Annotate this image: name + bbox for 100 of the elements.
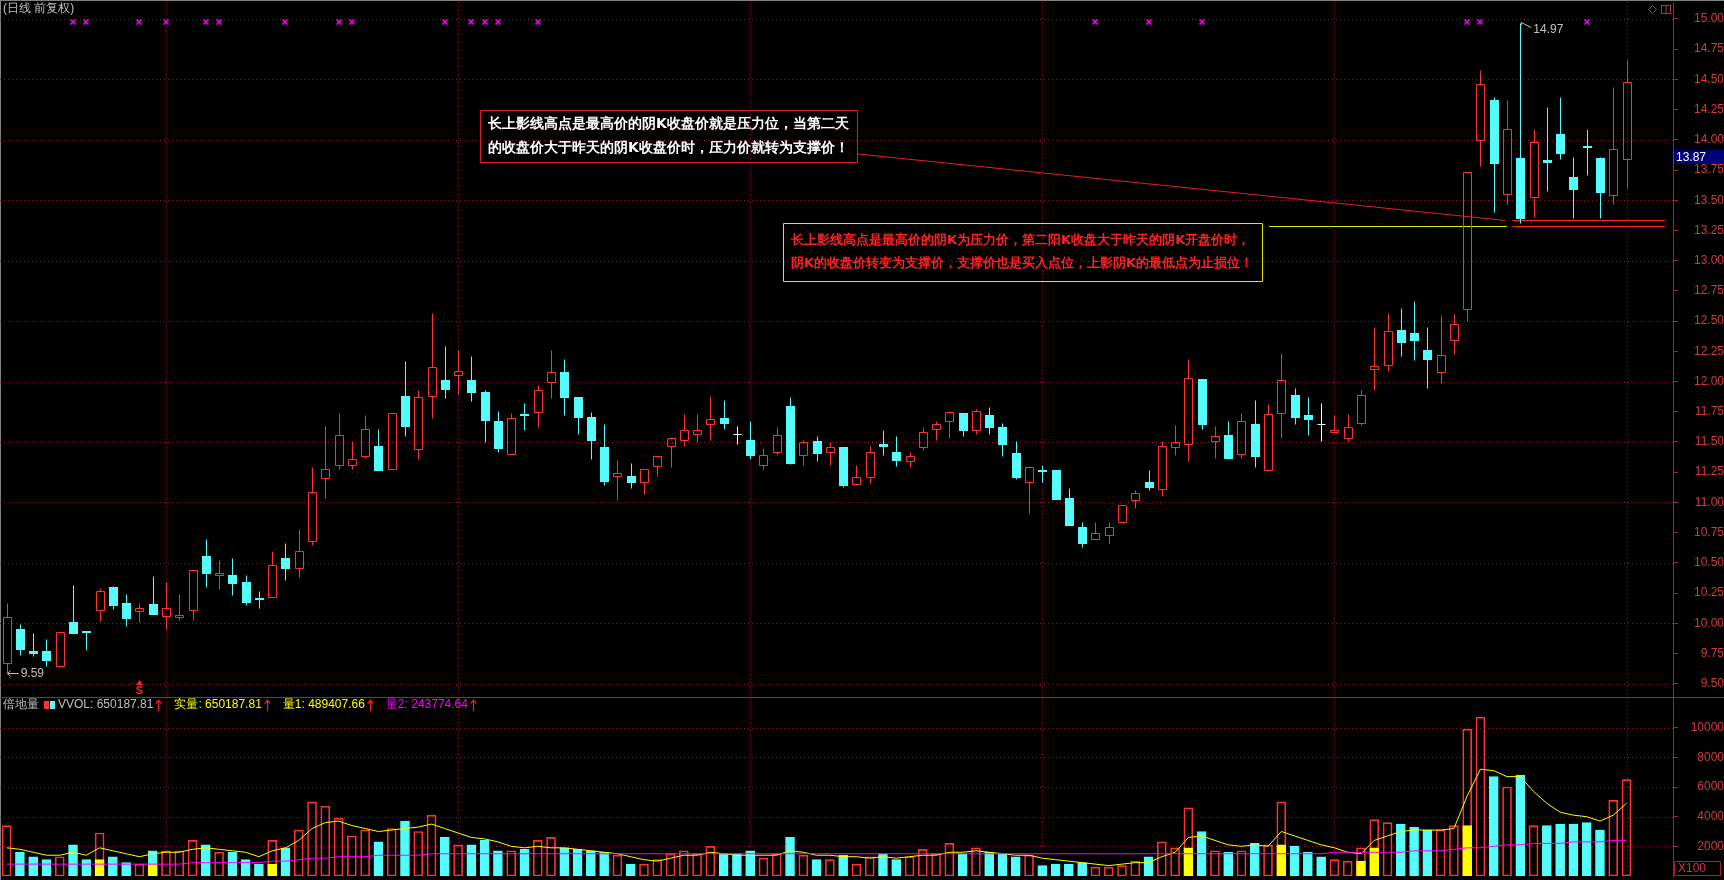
- y-tick-label: 9.50: [1700, 676, 1724, 691]
- candlestick: [1410, 301, 1419, 361]
- candlestick: [1384, 313, 1393, 372]
- y-tick-label: 12.25: [1693, 343, 1724, 358]
- y-tick-label: 14.50: [1693, 71, 1724, 86]
- y-tick-label: 11.75: [1694, 404, 1724, 419]
- y-tick-label: 11.50: [1694, 434, 1724, 449]
- candlestick: [746, 421, 755, 460]
- candlestick: [1476, 70, 1485, 167]
- bar: [1581, 822, 1592, 876]
- bar: [559, 847, 570, 876]
- candlestick: [1171, 425, 1180, 456]
- candlestick: [494, 411, 503, 453]
- y-tick-label: 12.50: [1693, 313, 1724, 328]
- candlestick: [1145, 470, 1154, 491]
- y-tick-label: 10.00: [1693, 615, 1724, 630]
- candlestick: [1623, 60, 1632, 189]
- candlestick: [653, 456, 662, 477]
- y-axis-title: X100: [1678, 861, 1707, 876]
- y-tick-label: 6000: [1697, 779, 1724, 794]
- y-tick-label: 14.00: [1693, 132, 1724, 147]
- candlestick: [1397, 308, 1406, 357]
- bar: [1595, 829, 1605, 876]
- annotation: 长上影线高点是最高价的阴K为压力价，第二阳K收盘大于昨天的阴K开盘价时，阴K的收盘价转变为支撑价，支撑价也是买入点位，上影阴K的最低点为止损位！: [790, 231, 1254, 270]
- chart-title: 倍地量: [3, 697, 39, 712]
- y-tick-label: 4000: [1697, 808, 1724, 823]
- candlestick: [401, 361, 410, 437]
- candlestick: [839, 447, 848, 488]
- candlestick: [308, 467, 317, 546]
- bar: [732, 853, 742, 876]
- candlestick: [268, 551, 277, 598]
- annotation: S: [135, 684, 144, 697]
- candlestick: [959, 413, 968, 437]
- bar: [1316, 856, 1326, 876]
- text: 量1: 489407.66: [282, 697, 366, 712]
- candlestick: [69, 585, 78, 634]
- candlestick: [1530, 129, 1539, 218]
- candlestick: [1503, 100, 1512, 205]
- candlestick: [720, 400, 729, 430]
- y-tick-label: 13.25: [1693, 222, 1724, 237]
- bar: [1542, 825, 1552, 876]
- y-tick-label: 10.50: [1693, 555, 1724, 570]
- bar: [811, 859, 822, 876]
- candlestick: [1450, 314, 1459, 355]
- candlestick: [3, 603, 12, 674]
- annotation: 14.97: [1533, 21, 1564, 36]
- bar: [1010, 856, 1021, 876]
- candlestick: [1583, 129, 1592, 176]
- candlestick: [1224, 421, 1233, 459]
- text: 量2: 243774.64: [385, 697, 469, 712]
- bar: [200, 844, 211, 876]
- bar: [1395, 823, 1406, 876]
- y-tick-label: 14.25: [1693, 101, 1724, 116]
- candlestick: [1118, 505, 1127, 523]
- candlestick: [467, 356, 476, 402]
- candlestick: [1543, 107, 1552, 192]
- bar: [957, 853, 968, 876]
- candlestick: [1091, 522, 1100, 540]
- candlestick: [560, 359, 569, 416]
- bar: [1369, 847, 1380, 876]
- candlestick: [879, 430, 888, 456]
- candlestick: [574, 397, 583, 435]
- candlestick: [520, 403, 529, 431]
- candlestick: [1609, 87, 1618, 205]
- candlestick: [600, 424, 609, 486]
- candlestick: [1423, 327, 1432, 389]
- annotation: 长上影线高点是最高价的阴K收盘价就是压力位，当第二天的收盘价大于昨天的阴K收盘价时，压力价就转为支撑价！: [487, 114, 850, 155]
- candlestick: [1052, 470, 1061, 500]
- y-tick-label: 13.50: [1693, 192, 1724, 207]
- candlestick: [56, 632, 65, 667]
- legend-label: VVOL: 650187.81: [58, 697, 154, 712]
- bar: [1223, 851, 1234, 876]
- candlestick: [228, 558, 237, 596]
- candlestick: [680, 414, 689, 447]
- bar: [745, 850, 756, 876]
- bar: [1462, 825, 1473, 876]
- bar: [1249, 843, 1260, 876]
- bar: [493, 850, 503, 876]
- bar: [1409, 826, 1419, 876]
- candlestick: [162, 582, 171, 630]
- y-tick-label: 10000: [1690, 719, 1724, 734]
- candlestick: [613, 460, 622, 501]
- bar: [599, 851, 609, 876]
- candlestick: [215, 560, 224, 590]
- y-tick-label: 13.75: [1693, 162, 1724, 177]
- candlestick: [1277, 353, 1286, 439]
- bar: [1276, 844, 1287, 876]
- candlestick: [175, 594, 184, 621]
- candlestick: [1211, 426, 1220, 459]
- bar: [718, 853, 729, 876]
- bar: [997, 853, 1008, 876]
- text: 13.87: [1676, 150, 1707, 165]
- candlestick: [348, 441, 357, 470]
- candlestick: [361, 415, 370, 459]
- candlestick: [1370, 327, 1379, 391]
- bar: [1488, 776, 1499, 876]
- candlestick: [1556, 97, 1565, 160]
- candlestick: [1012, 441, 1021, 480]
- candlestick: [706, 396, 715, 441]
- y-tick-label: 11.00: [1694, 494, 1724, 509]
